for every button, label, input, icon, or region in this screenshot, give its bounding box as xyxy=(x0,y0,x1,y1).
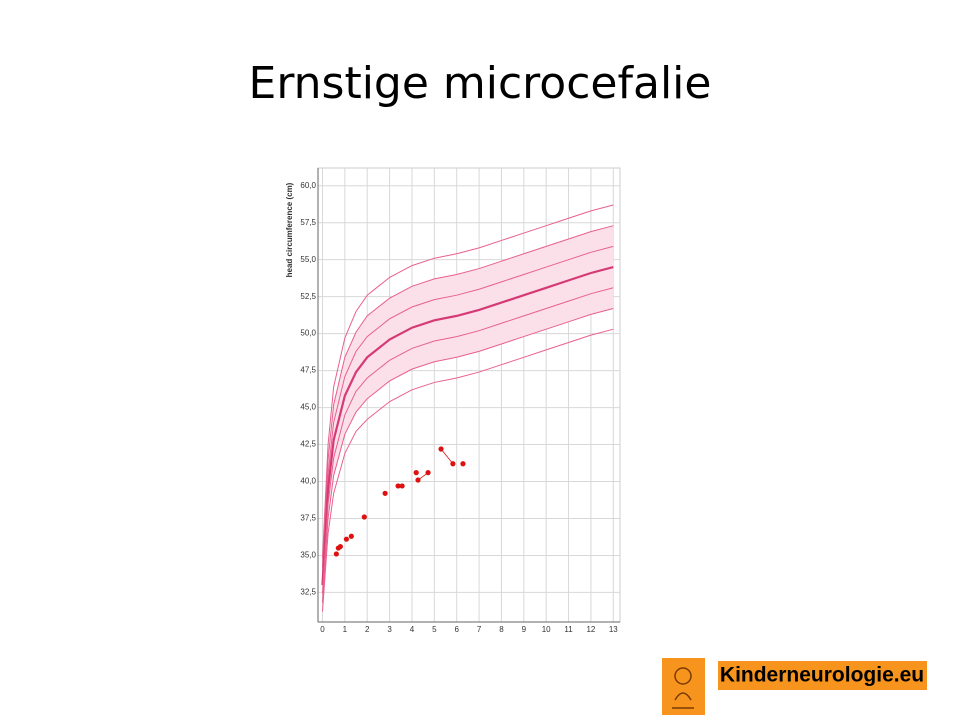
y-tick-label: 57,5 xyxy=(300,218,316,227)
measurement-point xyxy=(413,470,419,476)
measurement-point xyxy=(382,490,388,496)
x-tick-label: 2 xyxy=(365,625,370,634)
x-tick-label: 12 xyxy=(586,625,595,634)
measurement-point xyxy=(415,477,421,483)
y-tick-label: 40,0 xyxy=(300,477,316,486)
y-tick-label: 37,5 xyxy=(300,514,316,523)
y-tick-label: 35,0 xyxy=(300,551,316,560)
y-tick-label: 47,5 xyxy=(300,366,316,375)
y-tick-label: 52,5 xyxy=(300,292,316,301)
measurement-point xyxy=(425,470,431,476)
measurement-point xyxy=(337,543,343,550)
measurement-point xyxy=(333,551,339,557)
percentile-curve xyxy=(321,245,614,577)
measurement-point xyxy=(450,461,456,467)
percentile-curve xyxy=(321,308,614,603)
logo-icon xyxy=(662,658,705,715)
x-tick-label: 5 xyxy=(432,625,437,634)
x-tick-label: 11 xyxy=(564,625,573,634)
logo-box xyxy=(718,661,927,690)
x-tick-label: 0 xyxy=(320,625,325,634)
x-tick-label: 6 xyxy=(454,625,459,634)
percentile-curve xyxy=(321,328,614,612)
x-tick-label: 13 xyxy=(609,625,618,634)
measurement-point xyxy=(460,461,466,467)
x-tick-label: 3 xyxy=(387,625,392,634)
logo: Kinderneurologie.eu xyxy=(662,658,927,715)
percentile-curve xyxy=(321,266,614,586)
percentile-curve xyxy=(321,204,614,559)
x-tick-label: 4 xyxy=(410,625,415,634)
logo-figure xyxy=(672,692,694,709)
measurement-point xyxy=(361,514,367,520)
measurement-point xyxy=(438,446,444,452)
logo-figure xyxy=(674,667,692,685)
x-tick-label: 10 xyxy=(542,625,551,634)
x-tick-label: 8 xyxy=(499,625,504,634)
percentile-band xyxy=(322,225,614,603)
slide-title: Ernstige microcefalie xyxy=(248,58,712,109)
percentile-curve xyxy=(321,225,614,568)
connector xyxy=(440,448,454,465)
measurement-point xyxy=(395,483,401,489)
y-tick-label: 50,0 xyxy=(300,329,316,338)
x-tick-label: 1 xyxy=(343,625,348,634)
y-tick-label: 42,5 xyxy=(300,440,316,449)
logo-text: Kinderneurologie.eu xyxy=(720,664,924,687)
x-tick-label: 9 xyxy=(522,625,527,634)
measurement-point xyxy=(399,483,405,489)
measurement-point xyxy=(343,536,350,542)
y-tick-label: 45,0 xyxy=(300,403,316,412)
x-tick-label: 7 xyxy=(477,625,482,634)
y-tick-label: 55,0 xyxy=(300,255,316,264)
measurement-point xyxy=(348,533,354,539)
y-tick-label: 60,0 xyxy=(300,181,316,190)
y-axis-label: head circumference (cm) xyxy=(285,182,294,277)
percentile-curve xyxy=(321,287,614,594)
y-tick-label: 32,5 xyxy=(300,588,316,597)
